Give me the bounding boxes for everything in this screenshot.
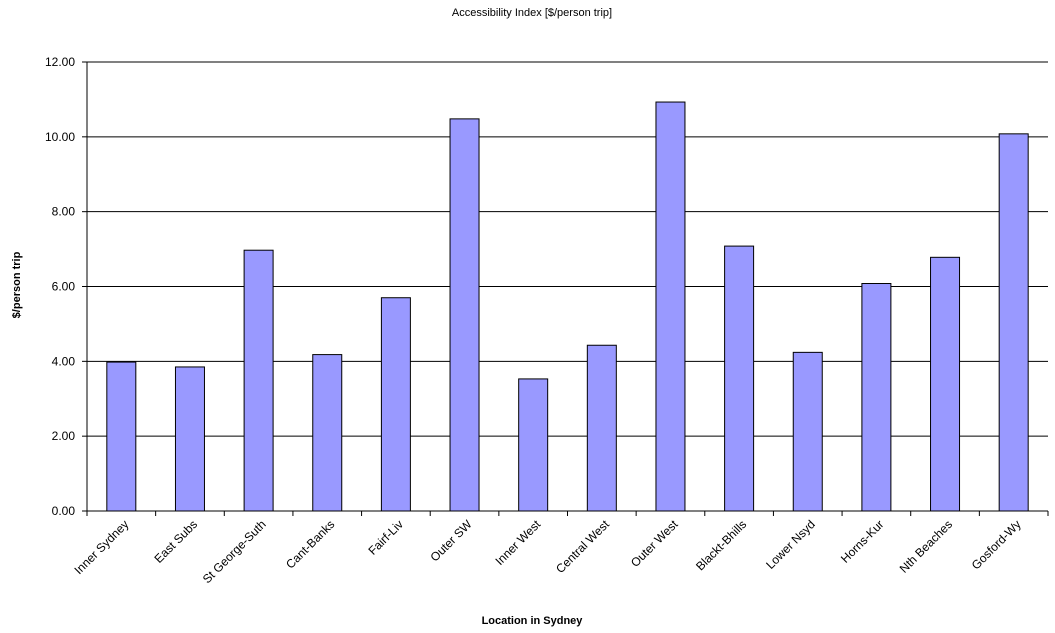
y-tick-label: 10.00 — [45, 130, 75, 144]
y-tick-label: 2.00 — [52, 429, 76, 443]
x-tick-label: Fairf-Liv — [365, 517, 406, 558]
x-axis-label: Location in Sydney — [482, 615, 584, 627]
x-tick-label: East Subs — [152, 517, 201, 566]
x-tick-label: Gosford-Wy — [969, 517, 1024, 572]
bar — [655, 101, 686, 512]
bar — [106, 361, 137, 512]
y-tick-label: 8.00 — [52, 205, 76, 219]
x-tick-labels: Inner Sydney East Subs St George-Suth Cant-… — [72, 517, 1024, 586]
x-tick-label: Inner Sydney — [72, 517, 132, 577]
x-tick-label: Outer West — [628, 517, 681, 570]
chart-title: Accessibility Index [$/person trip] — [452, 7, 612, 19]
x-tick-label: Blackt-Bhills — [693, 517, 749, 573]
x-tick-label: Outer SW — [428, 517, 476, 565]
x-tick-label: Lower Nsyd — [763, 517, 818, 572]
y-axis-label: $/person trip — [11, 251, 23, 318]
bar — [998, 133, 1029, 512]
y-tick-labels: 0.00 2.00 4.00 6.00 8.00 10.00 12.00 — [45, 55, 75, 518]
y-tick-label: 0.00 — [52, 504, 76, 518]
bar — [174, 366, 205, 512]
bars — [106, 101, 1029, 512]
x-tick-label: Inner West — [493, 517, 544, 568]
y-tick-label: 4.00 — [52, 354, 76, 368]
gridlines — [87, 61, 1048, 437]
y-tick-label: 6.00 — [52, 280, 76, 294]
x-tick-label: Cant-Banks — [283, 517, 337, 571]
bar — [792, 351, 823, 512]
bar — [724, 245, 755, 512]
bar — [586, 344, 617, 512]
bar — [243, 249, 274, 512]
bar — [930, 256, 961, 512]
x-tick-label: St George-Suth — [200, 517, 269, 586]
bar — [518, 378, 549, 512]
bar — [312, 354, 343, 512]
bar — [449, 118, 480, 512]
bar — [380, 297, 411, 512]
x-tick-label: Central West — [553, 517, 612, 576]
bar — [861, 283, 892, 512]
axes — [82, 61, 1049, 516]
x-tick-label: Horns-Kur — [838, 517, 887, 566]
y-tick-label: 12.00 — [45, 55, 75, 69]
x-tick-label: Nth Beaches — [897, 517, 955, 575]
